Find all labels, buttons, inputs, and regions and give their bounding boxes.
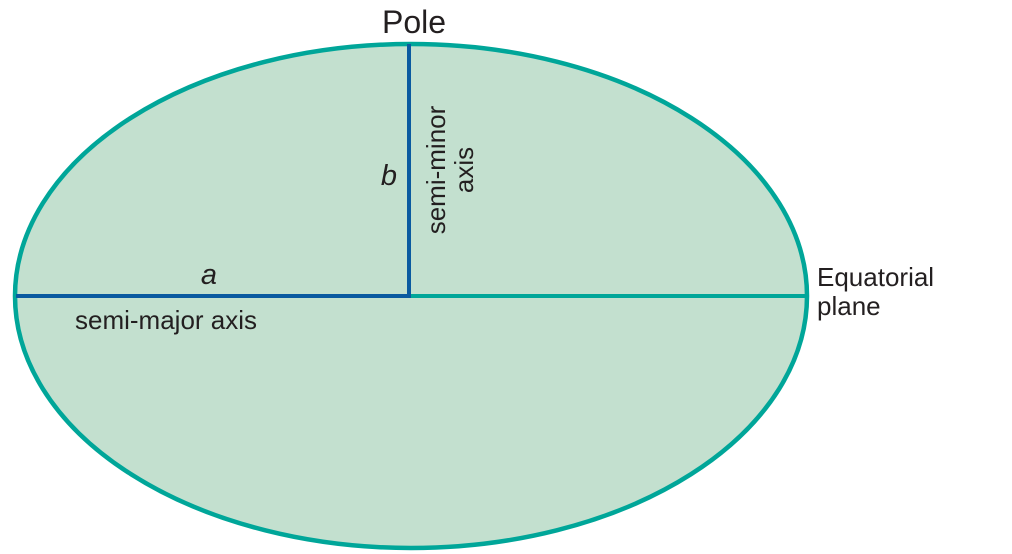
equatorial-label-line2: plane <box>817 291 881 321</box>
equatorial-label-line1: Equatorial <box>817 262 934 292</box>
semi-major-axis-label: semi-major axis <box>75 305 257 335</box>
pole-label: Pole <box>382 4 446 40</box>
semi-minor-label-line1: semi-minor <box>421 105 451 234</box>
b-label: b <box>381 160 397 192</box>
semi-minor-label-line2: axis <box>449 147 479 193</box>
a-label: a <box>201 259 217 291</box>
semi-minor-axis-label: semi-minor axis <box>421 105 479 234</box>
